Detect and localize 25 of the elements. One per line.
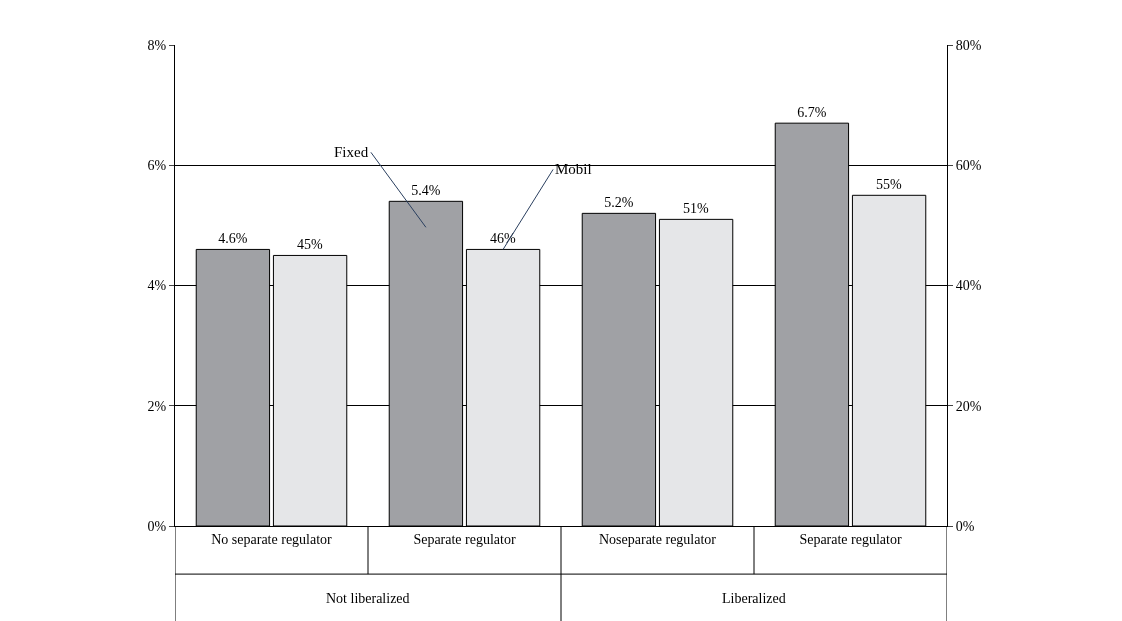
y2-tick-label: 80% bbox=[955, 37, 982, 53]
y-tick-label: 8% bbox=[147, 37, 167, 53]
x-tick-label: Noseparate regulator bbox=[599, 531, 717, 547]
data-label: 5.4% bbox=[411, 183, 441, 199]
data-label: 5.2% bbox=[604, 195, 634, 211]
y2-tick-label: 0% bbox=[955, 518, 975, 534]
text: Not liberalized bbox=[326, 591, 410, 606]
data-label: 51% bbox=[683, 201, 710, 217]
y-tick-label: 6% bbox=[147, 158, 167, 174]
data-label: 46% bbox=[490, 231, 517, 247]
data-label: 4.6% bbox=[218, 231, 248, 247]
y2-tick-label: 60% bbox=[955, 158, 982, 174]
x-tick-label: No separate regulator bbox=[211, 531, 333, 547]
text: Fixed bbox=[334, 144, 369, 160]
data-label: 55% bbox=[876, 177, 903, 193]
x-tick-label: Separate regulator bbox=[799, 531, 902, 547]
y2-tick-label: 20% bbox=[955, 398, 982, 414]
data-label: 6.7% bbox=[797, 105, 827, 121]
x-tick-label: Separate regulator bbox=[413, 531, 516, 547]
y2-tick-label: 40% bbox=[955, 278, 982, 294]
y-tick-label: 0% bbox=[147, 518, 167, 534]
y-tick-label: 2% bbox=[147, 398, 167, 414]
text: Liberalized bbox=[722, 591, 786, 606]
data-label: 45% bbox=[297, 237, 324, 253]
y-tick-label: 4% bbox=[147, 278, 167, 294]
